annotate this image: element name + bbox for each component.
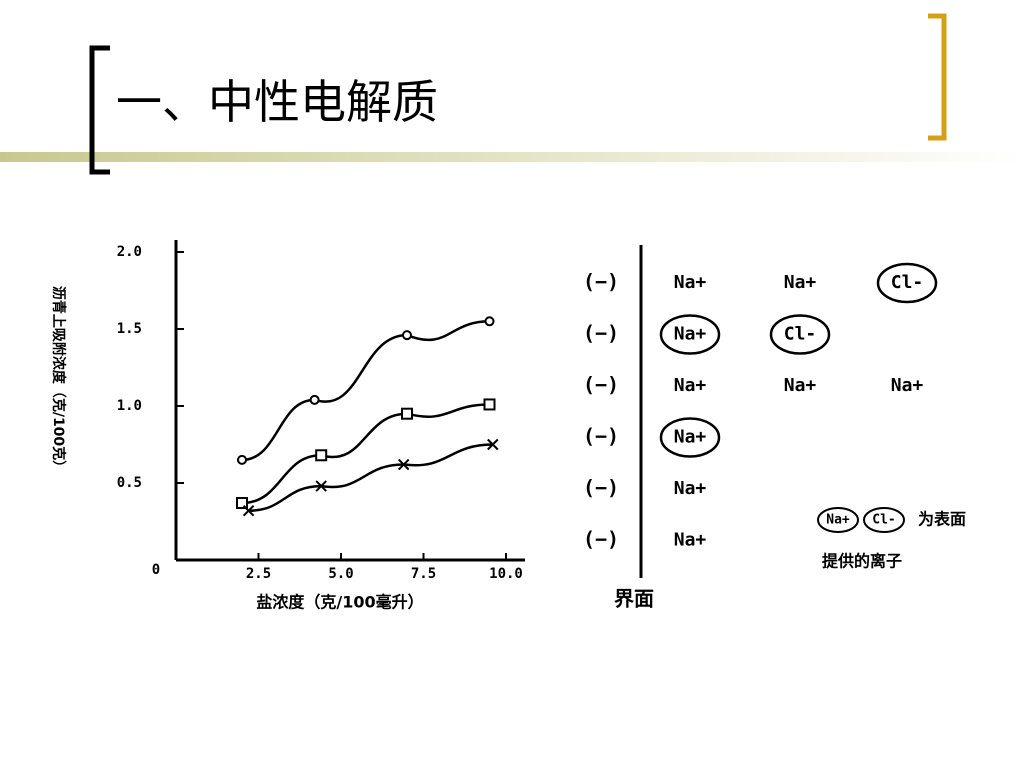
marker xyxy=(242,505,255,517)
charge-label: (−) xyxy=(583,321,619,345)
charge-label: (−) xyxy=(583,373,619,397)
marker xyxy=(402,330,412,341)
marker xyxy=(397,458,410,471)
x-tick-label: 10.0 xyxy=(489,566,523,582)
ion-circle xyxy=(769,314,831,355)
marker xyxy=(487,438,499,451)
interface-label: 界面 xyxy=(614,587,654,611)
legend-text: 为表面 xyxy=(918,510,966,529)
marker xyxy=(237,454,247,465)
charge-label: (−) xyxy=(583,527,619,551)
legend-circle xyxy=(863,507,905,533)
ion-circle xyxy=(659,417,721,458)
ion: Cl- xyxy=(891,272,924,293)
y-axis-label: 沥青上吸附浓度（克/100克） xyxy=(50,286,67,474)
charge-label: (−) xyxy=(583,270,619,294)
charge-label: (−) xyxy=(583,424,619,448)
ion: Na+ xyxy=(674,427,707,448)
x-tick-label: 5.0 xyxy=(328,566,353,582)
x-axis-label: 盐浓度（克/100毫升） xyxy=(256,593,423,612)
ion: Na+ xyxy=(674,324,707,345)
ion: Na+ xyxy=(784,272,817,293)
marker xyxy=(315,449,328,462)
series-line xyxy=(241,403,490,505)
series-line xyxy=(241,320,490,462)
x-tick-label: 2.5 xyxy=(246,566,271,582)
ion: Na+ xyxy=(674,478,707,499)
ion: Na+ xyxy=(674,375,707,396)
marker xyxy=(236,497,248,510)
ion: Na+ xyxy=(674,530,707,551)
ion: Na+ xyxy=(674,272,707,293)
y-tick-label: 1.5 xyxy=(117,321,142,337)
marker xyxy=(315,480,327,492)
ion: Na+ xyxy=(784,375,817,396)
y-tick-label: 0.5 xyxy=(117,475,142,491)
marker xyxy=(401,407,413,420)
left-bracket xyxy=(89,45,110,175)
legend-text: 提供的离子 xyxy=(822,552,902,571)
charge-label: (−) xyxy=(583,476,619,500)
marker xyxy=(483,398,496,411)
slide-title: 一、中性电解质 xyxy=(116,75,438,129)
marker xyxy=(309,394,320,405)
ion-circle xyxy=(876,262,938,304)
legend-ion: Na+ xyxy=(826,513,850,528)
series-line xyxy=(248,443,493,512)
y-tick-label: 2.0 xyxy=(117,244,142,260)
right-bracket xyxy=(928,13,947,141)
ion: Cl- xyxy=(784,324,817,345)
marker xyxy=(484,316,495,327)
legend-ion: Cl- xyxy=(872,513,895,528)
x-tick-label: 7.5 xyxy=(411,566,436,582)
y-tick-label: 0 xyxy=(152,562,160,578)
ion: Na+ xyxy=(891,375,924,396)
y-tick-label: 1.0 xyxy=(117,398,142,414)
ion-circle xyxy=(659,314,721,355)
legend-circle xyxy=(817,507,859,533)
title-rule xyxy=(0,152,1024,162)
